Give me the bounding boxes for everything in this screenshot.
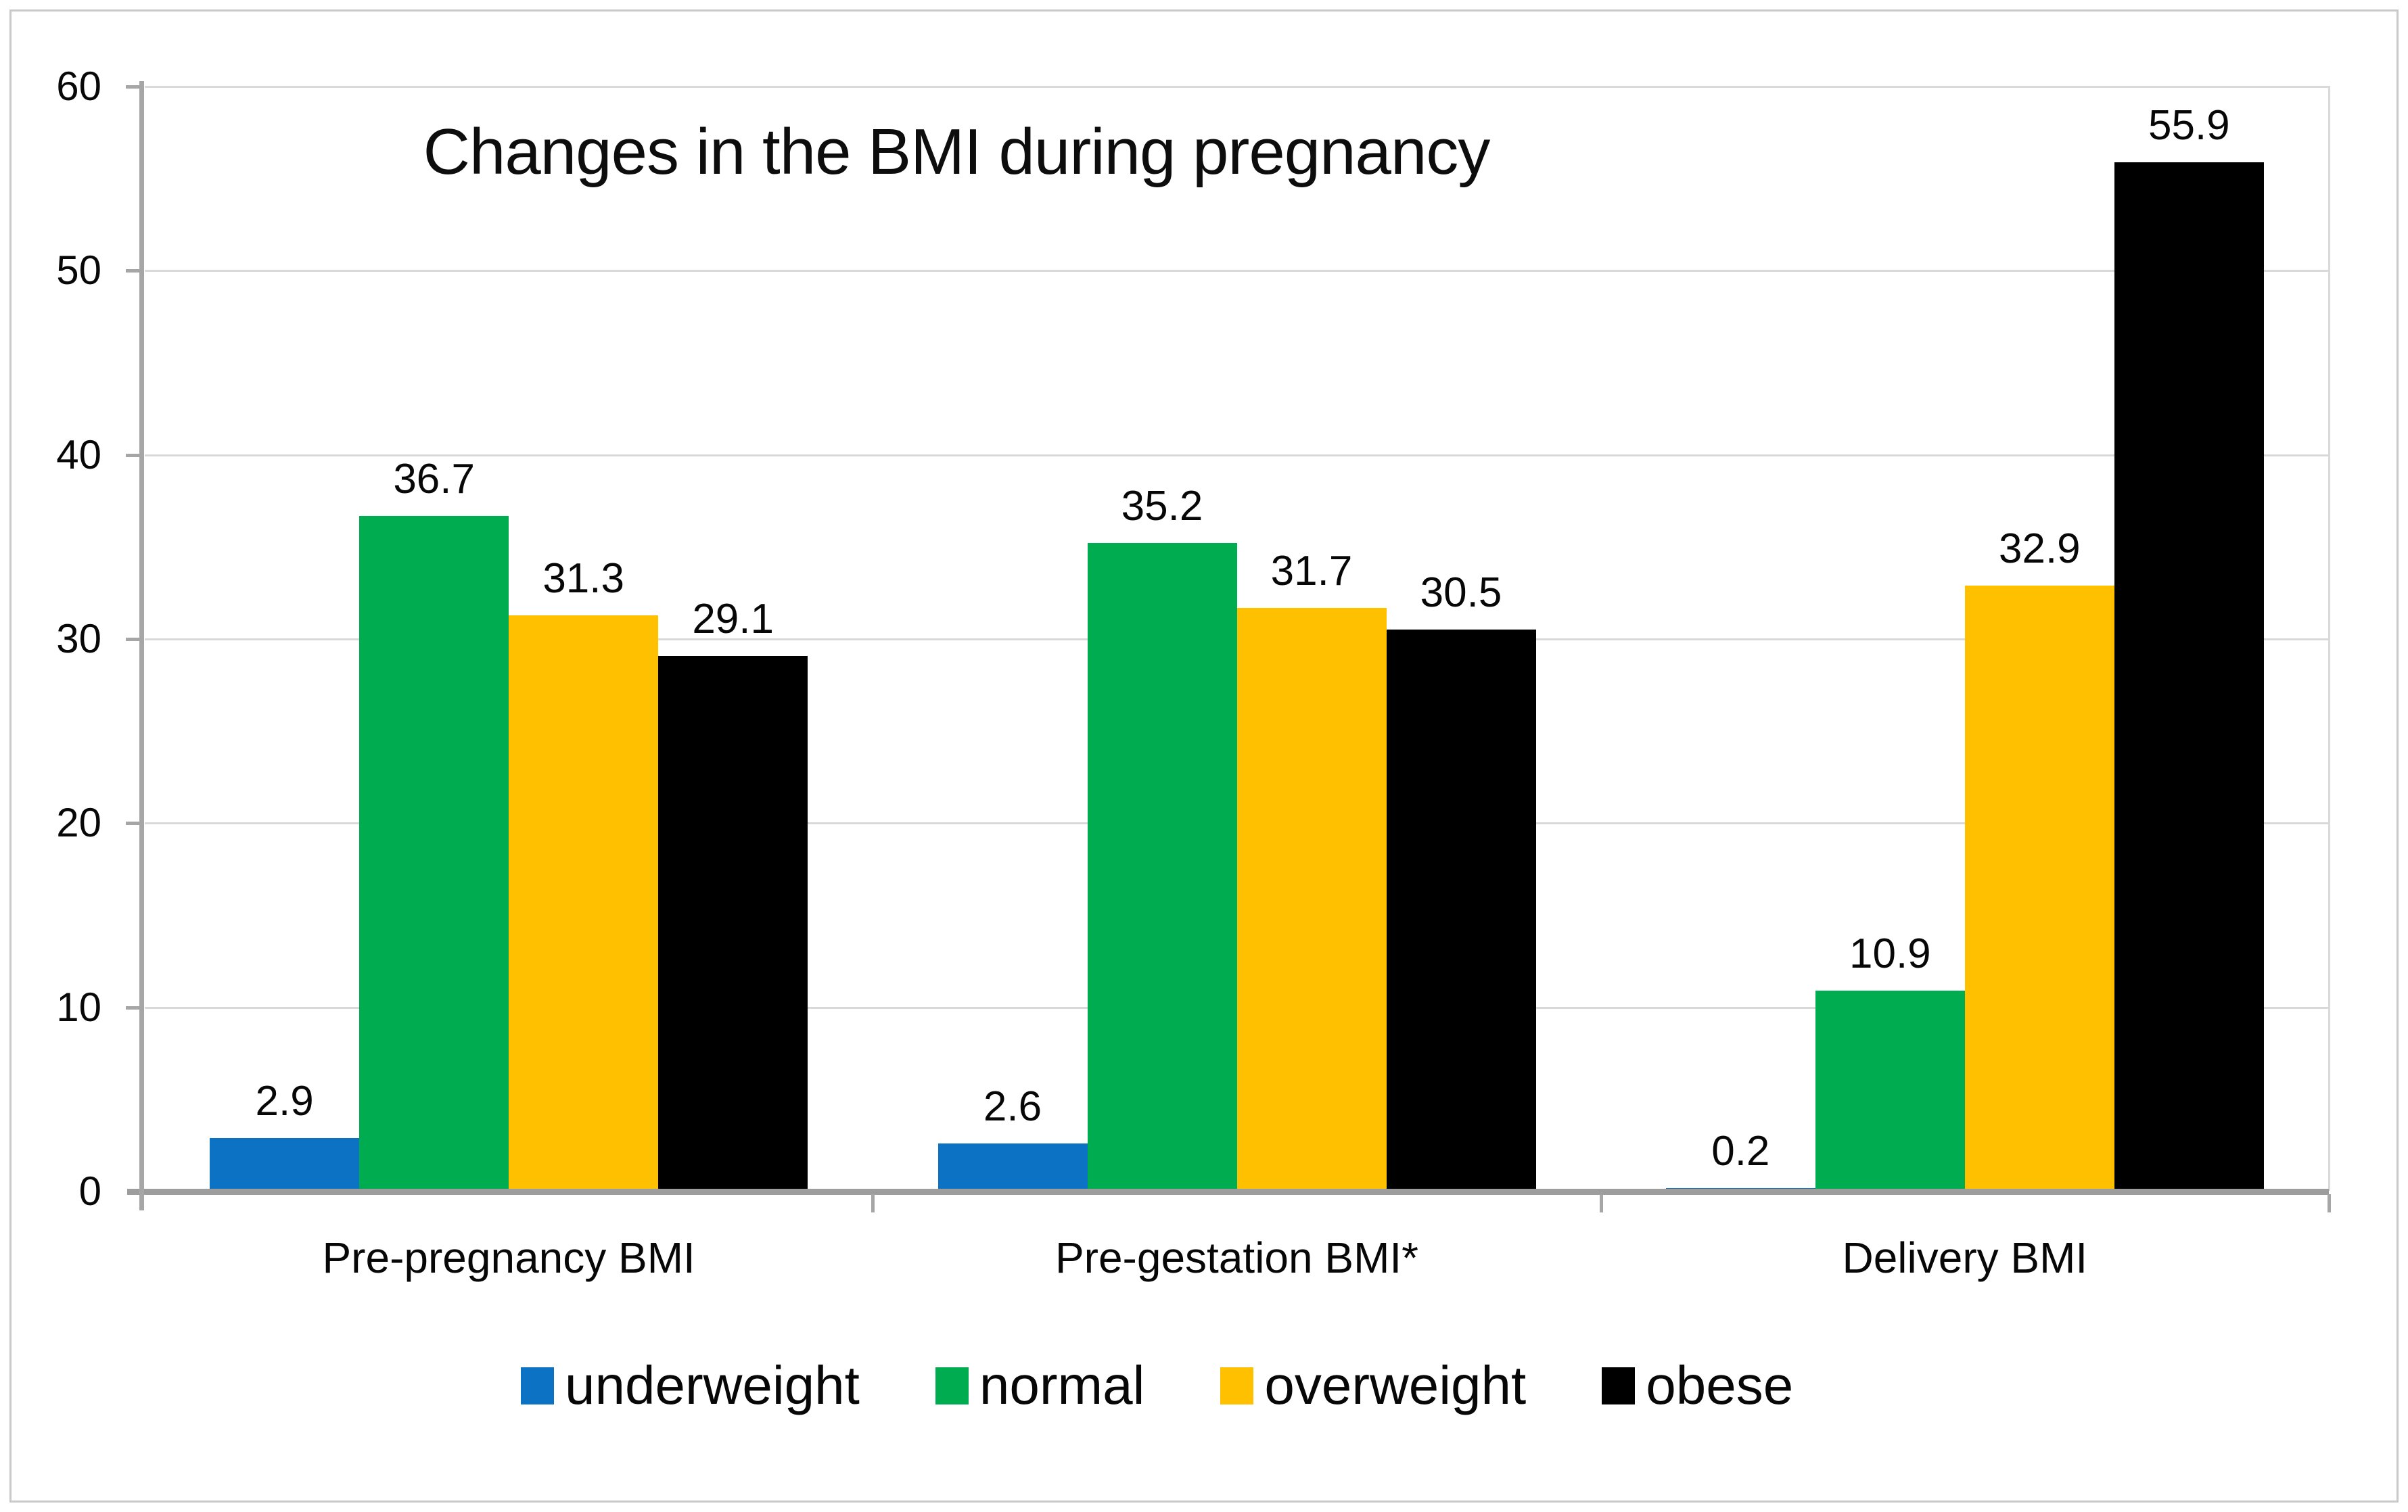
bar-overweight-group1	[509, 615, 659, 1191]
y-tick	[126, 1006, 141, 1010]
y-tick	[126, 453, 141, 457]
category-label-1: Pre-pregnancy BMI	[322, 1233, 695, 1282]
y-tick-label: 20	[56, 800, 101, 846]
bar-normal-group1	[359, 515, 509, 1191]
y-tick	[126, 85, 141, 89]
legend-label: normal	[979, 1355, 1145, 1415]
legend-item-obese: obese	[1602, 1355, 1793, 1416]
bar-obese-group1	[658, 655, 808, 1191]
x-tick	[1599, 1194, 1603, 1212]
bar-value-label: 32.9	[1998, 525, 2081, 573]
chart-title: Changes in the BMI during pregnancy	[423, 116, 1491, 188]
legend-item-normal: normal	[935, 1355, 1145, 1416]
bar-value-label: 55.9	[2148, 101, 2230, 149]
bar-value-label: 29.1	[692, 595, 774, 642]
plot-right-border	[2328, 86, 2330, 1191]
gridline	[145, 86, 2329, 88]
y-tick-label: 30	[56, 616, 101, 661]
y-tick-label: 10	[56, 984, 101, 1030]
bar-value-label: 10.9	[1849, 930, 1931, 978]
y-tick-label: 40	[56, 431, 101, 477]
bar-obese-group3	[2114, 162, 2264, 1191]
y-tick-label: 0	[78, 1168, 101, 1214]
legend-swatch-overweight	[1220, 1367, 1254, 1404]
y-tick	[126, 822, 141, 826]
y-axis-line	[139, 81, 144, 1210]
gridline	[145, 270, 2329, 273]
bar-value-label: 2.9	[255, 1078, 314, 1125]
bar-normal-group2	[1087, 543, 1237, 1191]
bar-value-label: 36.7	[393, 455, 475, 502]
y-tick	[126, 269, 141, 273]
bar-overweight-group3	[1964, 586, 2114, 1191]
bar-underweight-group2	[937, 1143, 1088, 1191]
y-tick	[126, 638, 141, 641]
legend-label: overweight	[1264, 1355, 1527, 1415]
category-label-2: Pre-gestation BMI*	[1055, 1233, 1419, 1282]
bar-normal-group3	[1815, 991, 1965, 1191]
bar-underweight-group1	[210, 1138, 360, 1191]
figure-border	[9, 9, 2399, 1503]
legend: underweight normal overweight obese	[521, 1355, 1793, 1416]
bar-obese-group2	[1386, 630, 1536, 1191]
gridline	[145, 454, 2329, 456]
bar-overweight-group2	[1236, 607, 1387, 1191]
legend-item-underweight: underweight	[521, 1355, 860, 1416]
x-axis-baseline	[127, 1189, 2329, 1195]
bar-value-label: 2.6	[983, 1083, 1042, 1131]
y-tick-label: 60	[56, 64, 101, 109]
legend-label: obese	[1646, 1355, 1794, 1415]
bar-value-label: 0.2	[1711, 1127, 1770, 1175]
category-label-3: Delivery BMI	[1842, 1233, 2088, 1282]
x-tick	[2328, 1194, 2331, 1212]
legend-label: underweight	[565, 1355, 860, 1415]
legend-item-overweight: overweight	[1220, 1355, 1526, 1416]
bar-value-label: 30.5	[1420, 569, 1502, 617]
bar-value-label: 35.2	[1121, 483, 1203, 530]
x-tick	[871, 1194, 875, 1212]
bar-value-label: 31.7	[1270, 547, 1353, 594]
legend-swatch-normal	[935, 1367, 969, 1404]
y-tick-label: 50	[56, 247, 101, 293]
legend-swatch-obese	[1602, 1367, 1636, 1404]
legend-swatch-underweight	[521, 1367, 554, 1404]
bar-value-label: 31.3	[542, 554, 624, 602]
